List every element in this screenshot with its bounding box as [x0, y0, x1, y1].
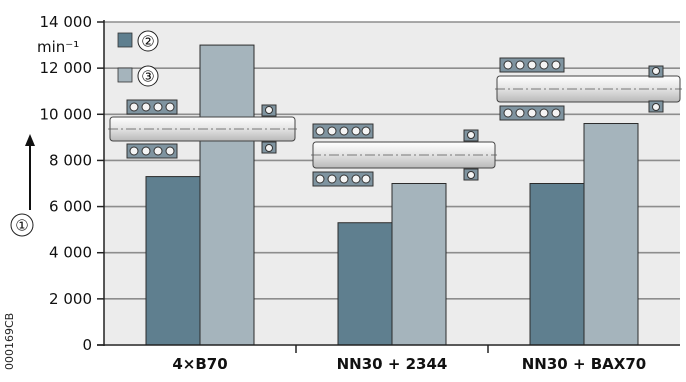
y-tick-label-3: 6 000	[49, 198, 92, 216]
y-axis-ticks: 0 2 000 4 000 6 000 8 000 10 000 12 000 14 000	[40, 13, 104, 354]
y-axis-callout-label: ①	[15, 217, 28, 235]
bearing-arrangement-2-illustration	[311, 123, 497, 187]
y-tick-label-2: 4 000	[49, 244, 92, 262]
category-label-0: 4×B70	[172, 355, 227, 373]
bearing-arrangement-3-illustration	[495, 57, 682, 121]
legend-label-series-2: ②	[141, 33, 154, 51]
y-tick-label-0: 0	[82, 336, 92, 354]
bar-series-0-cat-1	[337, 222, 393, 346]
x-axis-categories: 4×B70 NN30 + 2344 NN30 + BAX70	[172, 345, 646, 373]
bar-series-1-cat-2	[583, 123, 639, 346]
legend-callout-circle-3	[137, 65, 159, 87]
bearing-arrangement-1-illustration	[108, 99, 297, 159]
bar-series-0-cat-0	[145, 176, 201, 346]
legend: ② ③	[117, 30, 159, 87]
bar-series-0-cat-2	[529, 183, 585, 346]
bearing-illustrations	[108, 57, 682, 187]
y-tick-label-7: 14 000	[40, 13, 93, 31]
y-tick-label-6: 12 000	[40, 59, 93, 77]
legend-swatch-series-3	[117, 67, 133, 83]
y-unit-label: min⁻¹	[37, 38, 79, 56]
y-tick-label-5: 10 000	[40, 105, 93, 123]
category-label-1: NN30 + 2344	[337, 355, 448, 373]
y-tick-label-1: 2 000	[49, 290, 92, 308]
y-axis-callout: ①	[10, 134, 35, 237]
bar-series-1-cat-0	[199, 44, 255, 346]
legend-label-series-3: ③	[141, 68, 154, 86]
category-label-2: NN30 + BAX70	[522, 355, 646, 373]
legend-callout-circle-2	[137, 30, 159, 52]
bar-series-1-cat-1	[391, 183, 447, 346]
legend-swatch-series-2	[117, 32, 133, 48]
figure-code: 000169CB	[3, 313, 16, 370]
y-tick-label-4: 8 000	[49, 151, 92, 169]
